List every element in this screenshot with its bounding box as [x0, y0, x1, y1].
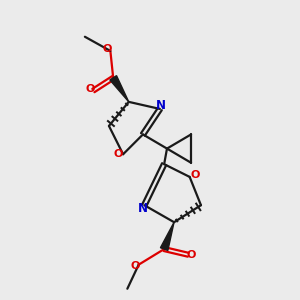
Polygon shape: [160, 222, 174, 250]
Text: O: O: [190, 170, 200, 181]
Text: N: N: [156, 99, 166, 112]
Text: O: O: [113, 149, 123, 159]
Text: O: O: [85, 84, 95, 94]
Text: N: N: [138, 202, 148, 215]
Text: O: O: [102, 44, 112, 55]
Text: O: O: [130, 261, 140, 271]
Polygon shape: [110, 76, 129, 102]
Text: O: O: [187, 250, 196, 260]
